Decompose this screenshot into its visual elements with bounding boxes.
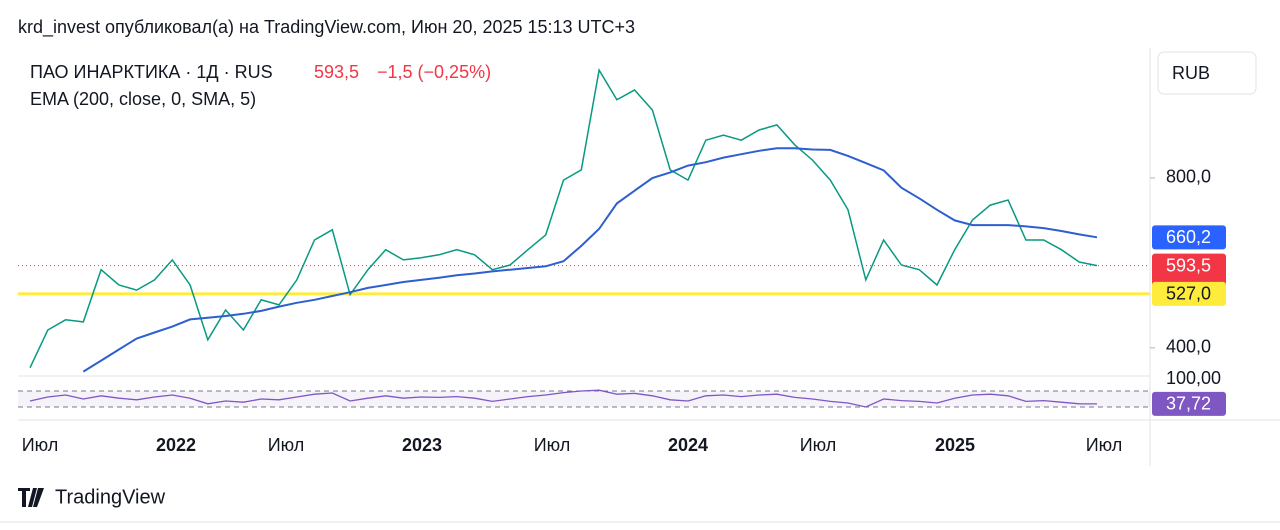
price-marker-label: 593,5 xyxy=(1166,255,1211,275)
logo: TradingView xyxy=(18,486,166,508)
rsi-tick-label: 100,00 xyxy=(1166,368,1221,388)
y-tick-label: 400,0 xyxy=(1166,337,1211,357)
logo-icon xyxy=(18,488,44,507)
price-marker xyxy=(1152,281,1226,306)
x-tick-label: 2025 xyxy=(935,435,975,455)
x-tick-label: Июл xyxy=(268,435,305,455)
rsi-marker xyxy=(1152,391,1226,416)
rsi-marker-label: 37,72 xyxy=(1166,394,1211,414)
currency-box[interactable] xyxy=(1157,51,1257,95)
rsi-line xyxy=(29,389,1098,408)
price-marker-label: 527,0 xyxy=(1166,284,1211,304)
symbol: ПАО ИНАРКТИКА · 1Д · RUS xyxy=(30,62,273,82)
x-tick-label: Июл xyxy=(1086,435,1123,455)
currency: RUB xyxy=(1172,63,1210,83)
price-line xyxy=(82,147,1098,373)
price-marker-label: 660,2 xyxy=(1166,227,1211,247)
x-tick-label: 2023 xyxy=(402,435,442,455)
price: 593,5 xyxy=(314,62,359,82)
brand: TradingView xyxy=(55,486,166,508)
change: −1,5 (−0,25%) xyxy=(377,62,491,82)
price-marker xyxy=(1152,225,1226,250)
x-tick-label: Июл xyxy=(534,435,571,455)
x-tick-label: 2024 xyxy=(668,435,708,455)
legend: ПАО ИНАРКТИКА · 1Д · RUS 593,5 −1,5 (−0,… xyxy=(30,62,491,109)
price-line xyxy=(29,67,1098,369)
rsi-band xyxy=(18,391,1150,407)
y-tick-label: 800,0 xyxy=(1166,167,1211,187)
x-tick-label: Июл xyxy=(22,435,59,455)
published-line: krd_invest опубликовал(а) на TradingView… xyxy=(18,17,635,38)
x-tick-label: Июл xyxy=(800,435,837,455)
x-tick-label: 2022 xyxy=(156,435,196,455)
indicator: EMA (200, close, 0, SMA, 5) xyxy=(30,89,256,109)
